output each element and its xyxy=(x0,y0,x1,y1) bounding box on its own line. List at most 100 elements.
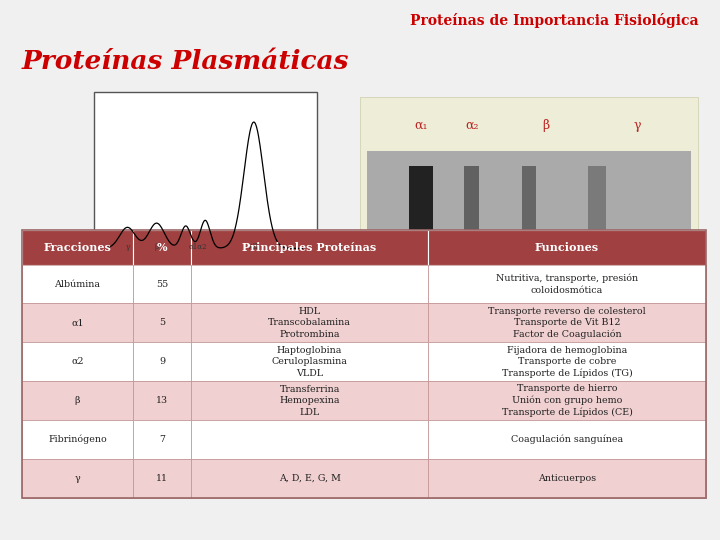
FancyBboxPatch shape xyxy=(22,230,133,265)
FancyBboxPatch shape xyxy=(205,254,209,302)
Text: Fibrinógeno: Fibrinógeno xyxy=(48,435,107,444)
FancyBboxPatch shape xyxy=(155,254,158,302)
Text: Haptoglobina
Ceruloplasmina
VLDL: Haptoglobina Ceruloplasmina VLDL xyxy=(271,346,348,378)
Text: α1: α1 xyxy=(71,319,84,327)
FancyBboxPatch shape xyxy=(148,254,151,302)
FancyBboxPatch shape xyxy=(212,254,216,302)
Text: Proteínas Plasmáticas: Proteínas Plasmáticas xyxy=(22,49,349,73)
FancyBboxPatch shape xyxy=(133,381,191,420)
FancyBboxPatch shape xyxy=(140,254,144,302)
FancyBboxPatch shape xyxy=(112,254,115,302)
FancyBboxPatch shape xyxy=(409,166,433,255)
FancyBboxPatch shape xyxy=(191,230,428,265)
FancyBboxPatch shape xyxy=(126,254,130,302)
Text: HDL
Transcobalamina
Protrombina: HDL Transcobalamina Protrombina xyxy=(268,307,351,339)
FancyBboxPatch shape xyxy=(191,303,428,342)
Text: β: β xyxy=(75,396,80,405)
FancyBboxPatch shape xyxy=(94,92,317,313)
FancyBboxPatch shape xyxy=(198,254,202,302)
Text: β: β xyxy=(542,119,550,132)
FancyBboxPatch shape xyxy=(191,381,428,420)
FancyBboxPatch shape xyxy=(133,230,191,265)
FancyBboxPatch shape xyxy=(184,254,187,302)
Text: Alb: Alb xyxy=(248,243,260,251)
Text: Funciones: Funciones xyxy=(535,241,599,253)
FancyBboxPatch shape xyxy=(104,254,306,302)
Text: Nutritiva, transporte, presión
coloidosmótica: Nutritiva, transporte, presión coloidosm… xyxy=(496,274,638,294)
FancyBboxPatch shape xyxy=(256,254,259,302)
FancyBboxPatch shape xyxy=(299,254,302,302)
FancyBboxPatch shape xyxy=(263,254,266,302)
FancyBboxPatch shape xyxy=(428,420,706,459)
Text: 9: 9 xyxy=(159,357,165,366)
FancyBboxPatch shape xyxy=(248,254,252,302)
FancyBboxPatch shape xyxy=(22,265,133,303)
FancyBboxPatch shape xyxy=(292,254,295,302)
Text: Transferrina
Hemopexina
LDL: Transferrina Hemopexina LDL xyxy=(279,384,340,417)
FancyBboxPatch shape xyxy=(428,342,706,381)
Text: 5: 5 xyxy=(159,319,165,327)
Text: β: β xyxy=(155,243,158,251)
Text: γ: γ xyxy=(125,243,130,251)
FancyBboxPatch shape xyxy=(428,265,706,303)
FancyBboxPatch shape xyxy=(428,459,706,498)
Text: Albúmina: Albúmina xyxy=(55,280,100,288)
Text: 11: 11 xyxy=(156,474,168,483)
Text: α₂: α₂ xyxy=(465,119,478,132)
FancyBboxPatch shape xyxy=(428,303,706,342)
Text: 55: 55 xyxy=(156,280,168,288)
FancyBboxPatch shape xyxy=(133,420,191,459)
Text: 13: 13 xyxy=(156,396,168,405)
Text: Fijadora de hemoglobina
Transporte de cobre
Transporte de Lípidos (TG): Fijadora de hemoglobina Transporte de co… xyxy=(502,346,632,378)
FancyBboxPatch shape xyxy=(133,342,191,381)
FancyBboxPatch shape xyxy=(191,420,428,459)
FancyBboxPatch shape xyxy=(227,254,230,302)
Text: Transporte reverso de colesterol
Transporte de Vit B12
Factor de Coagulación: Transporte reverso de colesterol Transpo… xyxy=(488,307,646,339)
FancyBboxPatch shape xyxy=(119,254,122,302)
FancyBboxPatch shape xyxy=(22,420,133,459)
FancyBboxPatch shape xyxy=(133,303,191,342)
Text: Proteínas de Importancia Fisiológica: Proteínas de Importancia Fisiológica xyxy=(410,14,698,29)
FancyBboxPatch shape xyxy=(169,254,173,302)
FancyBboxPatch shape xyxy=(191,459,428,498)
FancyBboxPatch shape xyxy=(277,254,281,302)
Text: Coagulación sanguínea: Coagulación sanguínea xyxy=(511,435,623,444)
Text: Anticuerpos: Anticuerpos xyxy=(538,474,596,483)
FancyBboxPatch shape xyxy=(133,254,137,302)
FancyBboxPatch shape xyxy=(22,381,133,420)
Text: γ: γ xyxy=(75,474,80,483)
FancyBboxPatch shape xyxy=(241,254,245,302)
FancyBboxPatch shape xyxy=(133,265,191,303)
Text: α₁: α₁ xyxy=(414,119,428,132)
FancyBboxPatch shape xyxy=(162,254,166,302)
FancyBboxPatch shape xyxy=(234,254,238,302)
FancyBboxPatch shape xyxy=(360,97,698,292)
Text: α2: α2 xyxy=(71,357,84,366)
FancyBboxPatch shape xyxy=(270,254,274,302)
FancyBboxPatch shape xyxy=(176,254,180,302)
FancyBboxPatch shape xyxy=(588,166,606,255)
FancyBboxPatch shape xyxy=(428,230,706,265)
FancyBboxPatch shape xyxy=(22,459,133,498)
FancyBboxPatch shape xyxy=(522,166,536,255)
Text: 7: 7 xyxy=(159,435,165,444)
FancyBboxPatch shape xyxy=(464,166,480,255)
FancyBboxPatch shape xyxy=(22,342,133,381)
Text: Transporte de hierro
Unión con grupo hemo
Transporte de Lípidos (CE): Transporte de hierro Unión con grupo hem… xyxy=(502,384,632,417)
FancyBboxPatch shape xyxy=(191,254,194,302)
FancyBboxPatch shape xyxy=(191,265,428,303)
Text: %: % xyxy=(157,241,167,253)
Text: γ: γ xyxy=(634,119,642,132)
FancyBboxPatch shape xyxy=(367,151,691,270)
FancyBboxPatch shape xyxy=(191,342,428,381)
Text: α1α2: α1α2 xyxy=(188,243,207,251)
FancyBboxPatch shape xyxy=(104,254,108,302)
FancyBboxPatch shape xyxy=(428,381,706,420)
Text: A, D, E, G, M: A, D, E, G, M xyxy=(279,474,341,483)
Text: Principales Proteínas: Principales Proteínas xyxy=(243,241,377,253)
Text: Fracciones: Fracciones xyxy=(43,241,112,253)
FancyBboxPatch shape xyxy=(284,254,288,302)
FancyBboxPatch shape xyxy=(220,254,223,302)
FancyBboxPatch shape xyxy=(22,303,133,342)
FancyBboxPatch shape xyxy=(133,459,191,498)
